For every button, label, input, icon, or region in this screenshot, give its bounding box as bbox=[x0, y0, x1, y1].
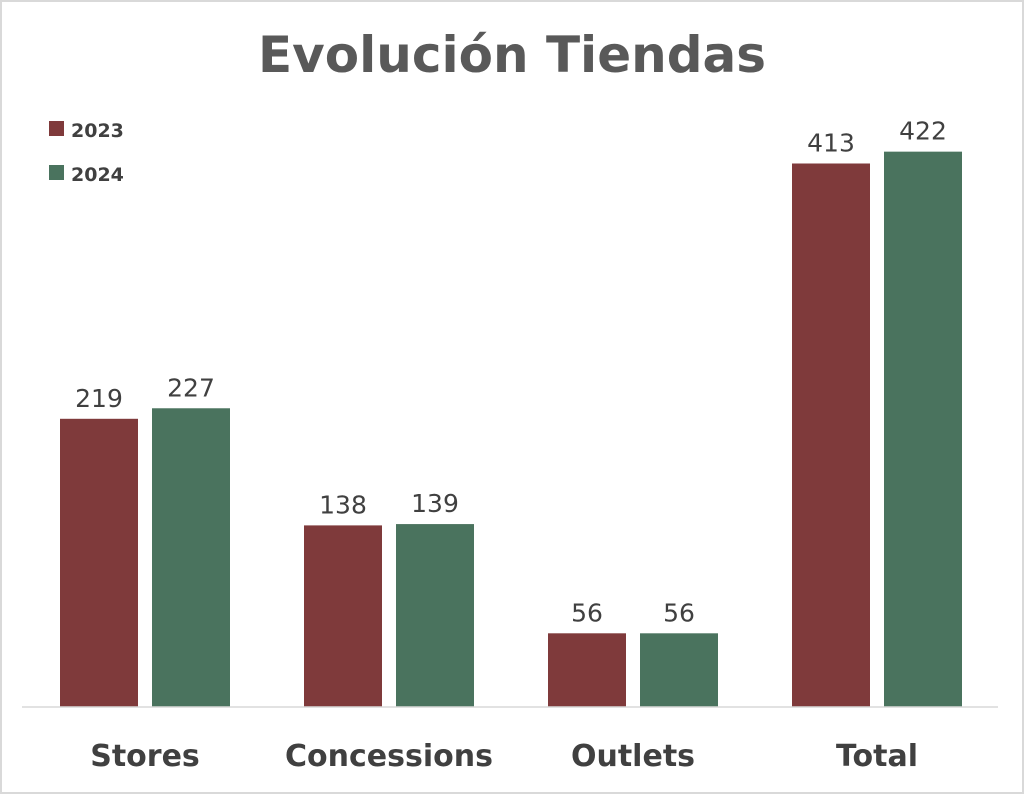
legend-swatch-2023 bbox=[49, 121, 64, 136]
bar-stores-2024 bbox=[152, 408, 230, 707]
chart-title: Evolución Tiendas bbox=[258, 26, 766, 84]
bar-outlets-2024 bbox=[640, 633, 718, 707]
data-label-total-2024: 422 bbox=[899, 117, 947, 146]
data-label-outlets-2024: 56 bbox=[663, 598, 695, 627]
category-label-outlets: Outlets bbox=[571, 739, 695, 774]
data-label-stores-2023: 219 bbox=[75, 384, 123, 413]
data-label-stores-2024: 227 bbox=[167, 373, 215, 402]
data-label-outlets-2023: 56 bbox=[571, 598, 603, 627]
data-labels-group: 219 227 138 139 56 56 413 422 bbox=[75, 117, 947, 628]
category-label-total: Total bbox=[836, 739, 918, 774]
data-label-concessions-2024: 139 bbox=[411, 489, 459, 518]
category-labels-group: Stores Concessions Outlets Total bbox=[90, 739, 918, 774]
bar-concessions-2023 bbox=[304, 525, 382, 707]
category-label-concessions: Concessions bbox=[285, 739, 493, 774]
bar-total-2024 bbox=[884, 151, 962, 707]
legend-label-2024: 2024 bbox=[71, 164, 124, 186]
bar-total-2023 bbox=[792, 163, 870, 707]
legend: 2023 2024 bbox=[49, 120, 124, 186]
bars-group bbox=[60, 151, 962, 707]
category-label-stores: Stores bbox=[90, 739, 200, 774]
legend-label-2023: 2023 bbox=[71, 120, 124, 142]
legend-swatch-2024 bbox=[49, 165, 64, 180]
data-label-total-2023: 413 bbox=[807, 128, 855, 157]
data-label-concessions-2023: 138 bbox=[319, 490, 367, 519]
bar-outlets-2023 bbox=[548, 633, 626, 707]
bar-concessions-2024 bbox=[396, 524, 474, 707]
bar-stores-2023 bbox=[60, 418, 138, 707]
